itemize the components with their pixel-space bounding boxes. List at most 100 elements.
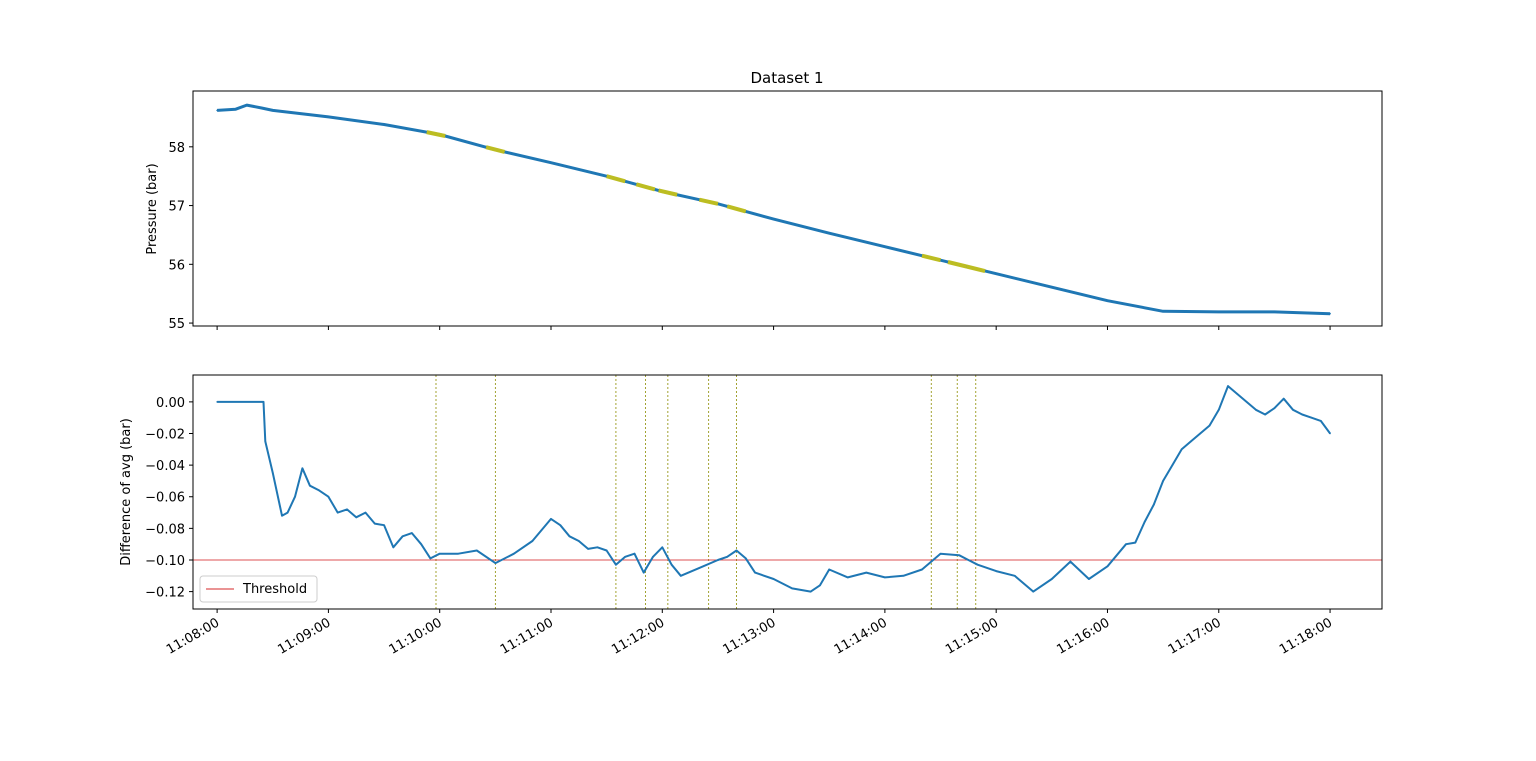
data-point — [346, 508, 348, 511]
y-tick-label: −0.08 — [145, 522, 185, 537]
y-tick-label: −0.02 — [145, 428, 185, 443]
difference-plot-area — [216, 385, 1331, 593]
data-point — [958, 554, 960, 557]
data-point — [550, 161, 552, 164]
data-point — [1236, 393, 1239, 395]
legend-threshold-label: Threshold — [242, 582, 307, 597]
highlight-segment — [726, 204, 747, 214]
data-point — [568, 535, 571, 538]
data-point — [939, 552, 942, 555]
data-point — [1125, 543, 1127, 545]
data-point — [318, 489, 320, 492]
data-point — [791, 587, 793, 590]
data-point — [1264, 413, 1266, 416]
data-point — [1282, 397, 1285, 400]
data-point — [1208, 424, 1211, 427]
data-point — [336, 511, 339, 514]
data-point — [1329, 312, 1331, 315]
highlight-segment — [426, 130, 446, 138]
data-point — [1245, 401, 1248, 403]
y-tick-label: 55 — [168, 317, 185, 332]
data-point — [1292, 408, 1294, 411]
data-point — [401, 535, 404, 538]
data-point — [1134, 541, 1137, 544]
data-point — [809, 590, 812, 593]
data-point — [438, 552, 441, 555]
data-point — [596, 546, 599, 549]
data-point — [884, 245, 886, 248]
data-point — [476, 549, 478, 552]
data-point — [281, 514, 283, 517]
data-point — [245, 104, 248, 106]
data-point — [216, 401, 218, 403]
pressure-plot-area — [216, 103, 1331, 316]
data-point — [772, 218, 775, 220]
y-tick-label: −0.12 — [145, 586, 185, 601]
data-point — [819, 584, 821, 587]
data-point — [1143, 521, 1146, 523]
data-point — [264, 440, 267, 443]
data-point — [392, 546, 395, 549]
data-point — [1199, 432, 1202, 435]
data-point — [457, 552, 460, 555]
data-point — [429, 557, 432, 560]
data-point — [327, 116, 330, 118]
data-point — [1217, 311, 1220, 313]
series-line — [217, 103, 1331, 316]
pressure-y-ticks: 55 56 57 58 — [168, 141, 193, 332]
difference-y-ticks: −0.12 −0.10 −0.08 −0.06 −0.04 −0.02 0.00 — [145, 396, 193, 601]
vertical-markers — [435, 375, 977, 609]
y-tick-label: −0.04 — [145, 459, 185, 474]
data-point — [754, 571, 756, 574]
data-point — [1273, 407, 1276, 410]
data-point — [216, 109, 218, 112]
pressure-x-ticks — [216, 326, 1331, 330]
data-point — [1106, 299, 1109, 302]
data-point — [828, 568, 831, 571]
data-point — [1180, 448, 1183, 451]
data-point — [884, 576, 886, 579]
data-point — [1227, 385, 1229, 387]
data-point — [1301, 413, 1304, 416]
data-point — [383, 123, 385, 126]
data-point — [234, 108, 237, 111]
data-point — [846, 576, 849, 579]
data-point — [680, 574, 682, 577]
pressure-panel: Dataset 1 55 56 57 58 Pressure (bar) — [145, 69, 1383, 332]
legend: Threshold — [199, 575, 318, 603]
data-point — [735, 549, 738, 552]
data-point — [513, 552, 515, 555]
data-point — [1162, 480, 1164, 482]
difference-y-axis-label: Difference of avg (bar) — [119, 418, 134, 566]
chart-title: Dataset 1 — [750, 69, 823, 87]
data-point — [411, 532, 413, 534]
data-point — [828, 232, 831, 234]
highlight-segment — [658, 188, 678, 197]
highlight-segment — [966, 264, 986, 273]
data-point — [995, 272, 997, 275]
data-point — [494, 562, 497, 564]
data-point — [605, 549, 608, 552]
difference-axes-frame — [192, 374, 1383, 610]
data-point — [1329, 432, 1331, 435]
data-point — [1106, 565, 1109, 568]
data-point — [587, 548, 589, 550]
data-point — [633, 552, 636, 555]
data-point — [652, 556, 654, 558]
data-point — [383, 524, 385, 527]
data-point — [294, 495, 296, 498]
data-point — [420, 543, 422, 545]
data-point — [642, 571, 645, 574]
data-point — [578, 540, 580, 542]
pressure-axes-frame — [192, 90, 1383, 327]
data-point — [976, 563, 979, 566]
data-point — [355, 516, 358, 519]
data-point — [271, 472, 274, 474]
data-point — [1032, 590, 1035, 593]
data-point — [744, 557, 747, 560]
data-point — [1069, 560, 1072, 563]
data-point — [624, 556, 626, 558]
data-point — [717, 559, 719, 561]
